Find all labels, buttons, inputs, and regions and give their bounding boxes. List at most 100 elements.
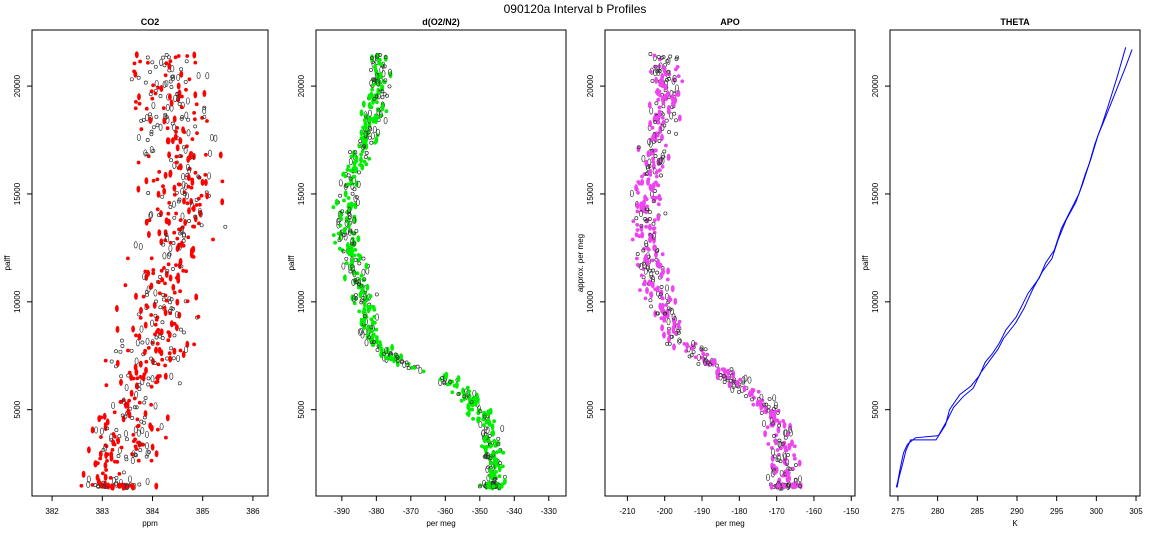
data-point — [663, 211, 668, 216]
data-point — [115, 459, 120, 464]
data-point — [119, 378, 123, 386]
data-point — [673, 96, 678, 104]
data-point — [178, 231, 183, 236]
data-point — [770, 421, 775, 426]
data-point — [111, 476, 116, 484]
data-point — [167, 296, 172, 301]
data-point — [353, 166, 358, 174]
data-point — [345, 167, 350, 172]
data-point — [357, 170, 362, 175]
data-point — [382, 351, 386, 356]
data-point — [741, 380, 746, 385]
data-point — [184, 111, 189, 119]
data-point — [196, 221, 201, 226]
data-point — [494, 469, 499, 474]
data-point — [134, 292, 138, 300]
data-point — [347, 228, 352, 236]
data-point — [372, 320, 377, 325]
data-point — [168, 355, 173, 363]
data-point — [160, 357, 165, 362]
data-point — [351, 278, 356, 286]
data-point — [163, 171, 168, 179]
data-point — [374, 292, 379, 297]
data-point — [149, 129, 154, 134]
data-point — [755, 402, 760, 407]
data-point — [167, 218, 171, 226]
x-tick-label: -200 — [657, 507, 674, 516]
data-point — [119, 374, 124, 379]
data-point — [675, 65, 680, 69]
data-point — [354, 195, 359, 200]
data-point — [169, 372, 174, 380]
data-point — [134, 405, 139, 410]
data-point — [636, 145, 641, 150]
data-point — [139, 127, 144, 132]
data-point — [161, 293, 166, 297]
data-point — [353, 292, 358, 297]
data-point — [143, 149, 148, 157]
data-point — [169, 346, 173, 351]
data-point — [103, 444, 108, 452]
theta-line-1 — [895, 47, 1127, 488]
data-point — [94, 426, 99, 434]
data-point — [145, 60, 150, 65]
data-point — [181, 145, 186, 150]
data-point — [155, 123, 160, 128]
data-point — [149, 424, 154, 432]
data-point — [178, 154, 182, 159]
data-point — [156, 280, 161, 285]
data-point — [362, 325, 367, 330]
data-point — [782, 483, 786, 488]
data-point — [341, 171, 346, 176]
data-point — [338, 179, 343, 187]
data-point — [345, 249, 350, 254]
data-point — [772, 434, 777, 438]
data-point — [653, 64, 658, 69]
data-point — [490, 481, 495, 485]
data-point — [648, 69, 653, 74]
data-point — [660, 252, 665, 257]
data-point — [671, 325, 676, 333]
data-point — [103, 461, 108, 469]
data-point — [105, 452, 110, 457]
data-point — [378, 53, 383, 57]
data-point — [188, 153, 193, 161]
data-point — [383, 55, 388, 60]
data-point — [658, 263, 663, 267]
data-point — [669, 112, 674, 120]
data-point — [123, 414, 128, 419]
data-point — [357, 279, 362, 287]
data-point — [87, 446, 91, 454]
data-point — [750, 397, 755, 402]
data-point — [355, 198, 360, 207]
data-point — [149, 313, 154, 317]
data-point — [199, 223, 204, 228]
data-point — [149, 282, 154, 290]
data-point — [130, 457, 135, 465]
data-point — [348, 168, 353, 173]
data-point — [735, 382, 740, 387]
data-point — [442, 381, 447, 386]
data-point — [192, 342, 197, 347]
data-point — [174, 129, 178, 134]
x-tick-label: 285 — [971, 507, 985, 516]
data-point — [337, 246, 342, 251]
data-point — [191, 245, 196, 253]
data-point — [168, 244, 173, 252]
data-point — [101, 480, 106, 485]
data-point — [157, 169, 162, 174]
data-point — [361, 125, 366, 130]
data-point — [655, 133, 660, 138]
data-point — [154, 114, 159, 119]
data-point — [798, 475, 802, 483]
data-point — [363, 154, 368, 159]
data-point — [136, 160, 141, 165]
data-point — [772, 394, 777, 402]
data-point — [191, 205, 196, 213]
data-point — [163, 372, 168, 380]
data-point — [180, 212, 185, 220]
data-point — [137, 482, 142, 487]
data-point — [129, 389, 134, 397]
data-point — [183, 219, 188, 227]
data-point — [375, 347, 380, 352]
